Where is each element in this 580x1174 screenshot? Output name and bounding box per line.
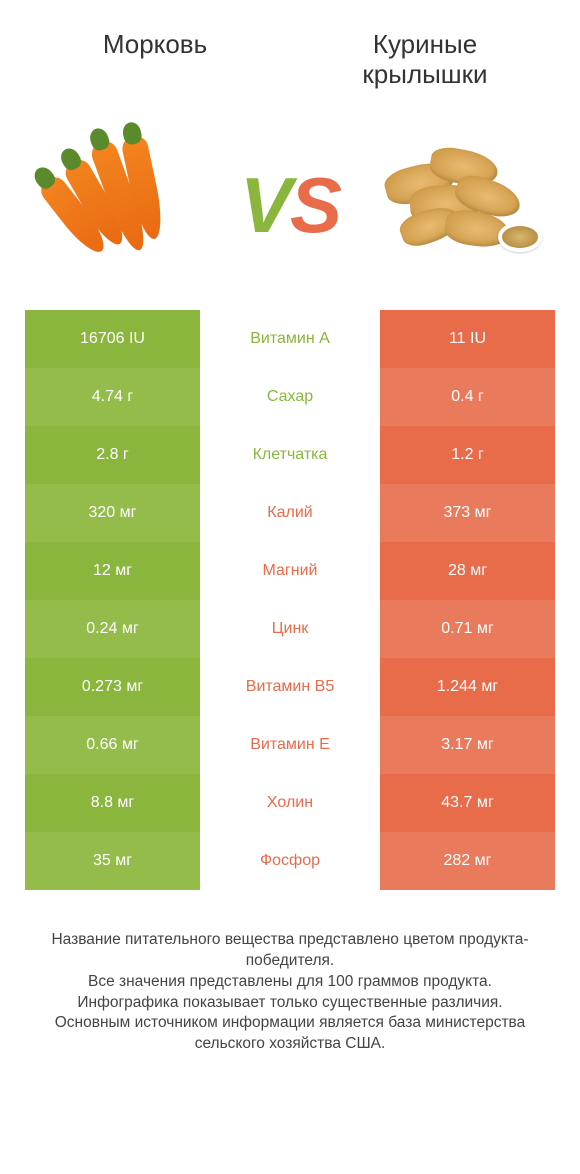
value-left: 0.24 мг	[25, 600, 200, 658]
value-left: 2.8 г	[25, 426, 200, 484]
footer-note-line: Все значения представлены для 100 граммо…	[35, 972, 545, 993]
title-left: Морковь	[40, 30, 270, 60]
table-row: 0.66 мгВитамин E3.17 мг	[25, 716, 555, 774]
nutrient-label: Витамин E	[200, 716, 380, 774]
nutrient-label: Сахар	[200, 368, 380, 426]
vs-label: VS	[240, 166, 340, 244]
footer-notes: Название питательного вещества представл…	[0, 890, 580, 1066]
value-left: 35 мг	[25, 832, 200, 890]
nutrient-label: Витамин A	[200, 310, 380, 368]
comparison-table: 16706 IUВитамин A11 IU4.74 гСахар0.4 г2.…	[0, 310, 580, 890]
titles-row: Морковь Куриныекрылышки	[0, 0, 580, 100]
chicken-wings-icon	[375, 130, 550, 280]
value-right: 3.17 мг	[380, 716, 555, 774]
table-row: 12 мгМагний28 мг	[25, 542, 555, 600]
table-row: 8.8 мгХолин43.7 мг	[25, 774, 555, 832]
footer-note-line: Название питательного вещества представл…	[35, 930, 545, 972]
value-right: 373 мг	[380, 484, 555, 542]
table-row: 4.74 гСахар0.4 г	[25, 368, 555, 426]
value-right: 0.71 мг	[380, 600, 555, 658]
carrot-image	[30, 130, 205, 280]
table-row: 320 мгКалий373 мг	[25, 484, 555, 542]
value-left: 320 мг	[25, 484, 200, 542]
vs-s: S	[290, 161, 340, 249]
value-right: 11 IU	[380, 310, 555, 368]
value-left: 16706 IU	[25, 310, 200, 368]
value-right: 28 мг	[380, 542, 555, 600]
table-row: 0.273 мгВитамин B51.244 мг	[25, 658, 555, 716]
value-right: 282 мг	[380, 832, 555, 890]
value-right: 1.2 г	[380, 426, 555, 484]
vs-v: V	[240, 161, 290, 249]
footer-note-line: Инфографика показывает только существенн…	[35, 993, 545, 1014]
nutrient-label: Магний	[200, 542, 380, 600]
infographic-root: Морковь Куриныекрылышки VS	[0, 0, 580, 1085]
nutrient-label: Калий	[200, 484, 380, 542]
title-right: Куриныекрылышки	[310, 30, 540, 90]
footer-note-line: Основным источником информации является …	[35, 1013, 545, 1055]
value-right: 1.244 мг	[380, 658, 555, 716]
nutrient-label: Фосфор	[200, 832, 380, 890]
value-left: 0.66 мг	[25, 716, 200, 774]
chicken-wings-image	[375, 130, 550, 280]
value-right: 0.4 г	[380, 368, 555, 426]
table-row: 16706 IUВитамин A11 IU	[25, 310, 555, 368]
value-left: 12 мг	[25, 542, 200, 600]
nutrient-label: Витамин B5	[200, 658, 380, 716]
table-row: 35 мгФосфор282 мг	[25, 832, 555, 890]
carrot-icon	[10, 104, 226, 305]
value-left: 0.273 мг	[25, 658, 200, 716]
nutrient-label: Цинк	[200, 600, 380, 658]
table-row: 2.8 гКлетчатка1.2 г	[25, 426, 555, 484]
nutrient-label: Холин	[200, 774, 380, 832]
nutrient-label: Клетчатка	[200, 426, 380, 484]
value-left: 4.74 г	[25, 368, 200, 426]
hero-row: VS	[0, 100, 580, 310]
value-right: 43.7 мг	[380, 774, 555, 832]
table-row: 0.24 мгЦинк0.71 мг	[25, 600, 555, 658]
value-left: 8.8 мг	[25, 774, 200, 832]
